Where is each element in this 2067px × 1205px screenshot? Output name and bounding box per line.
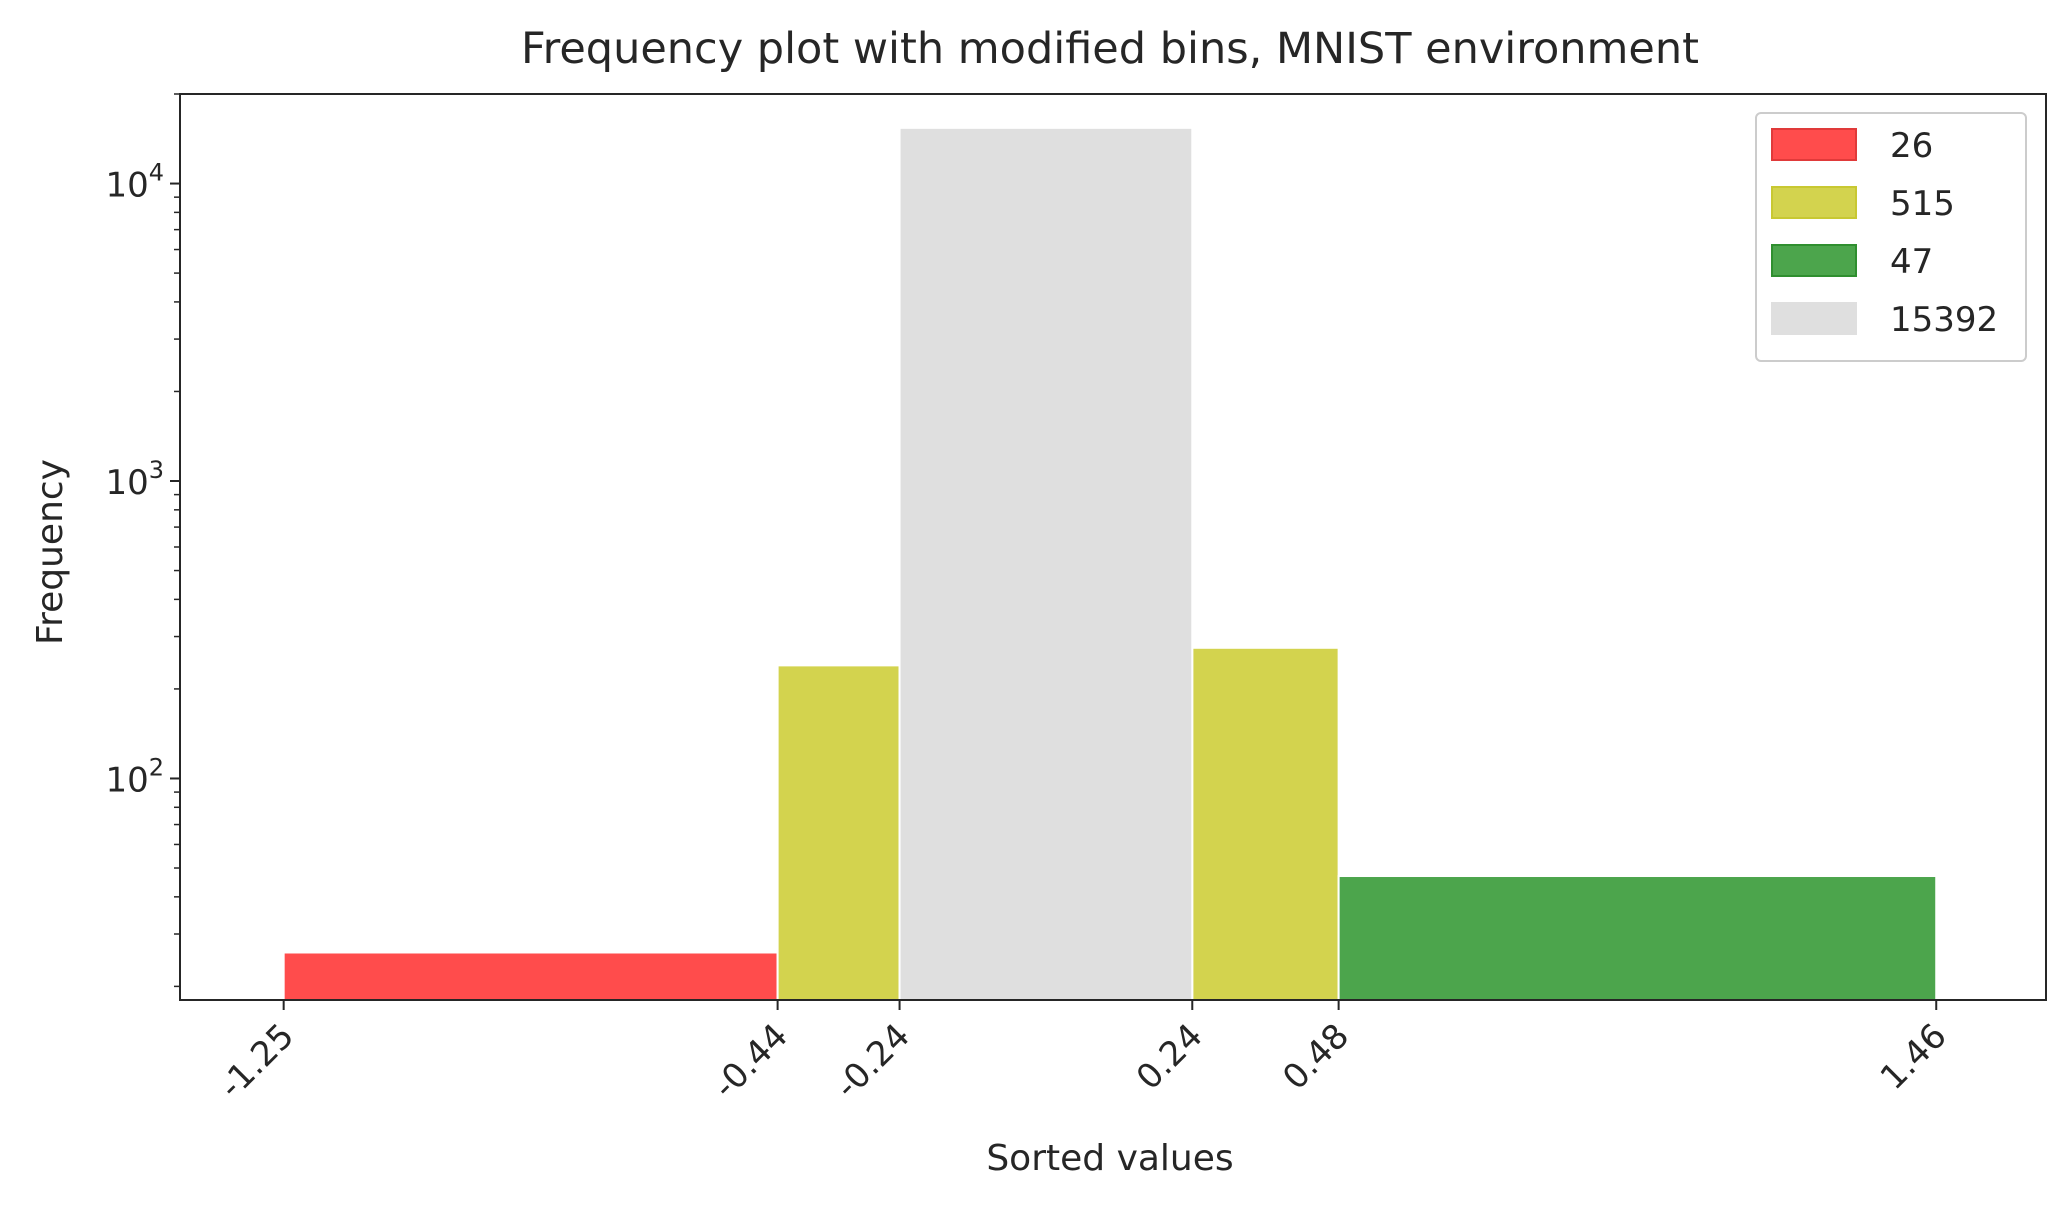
x-tick-label: 0.48 [1275, 1016, 1357, 1098]
bar-series-1-bin-0 [776, 664, 901, 1002]
legend-swatch [1771, 186, 1857, 219]
bar-series-0-bin-0 [282, 951, 779, 1002]
legend-frame [1755, 112, 2027, 362]
x-tick-label: -0.44 [705, 1016, 795, 1106]
x-tick-label: 0.24 [1129, 1016, 1211, 1098]
y-tick-label: 103 [105, 456, 164, 503]
chart-title: Frequency plot with modified bins, MNIST… [521, 24, 1699, 74]
legend-swatch [1771, 244, 1857, 277]
bar-series-1-bin-1 [1191, 646, 1340, 1001]
legend-label: 26 [1890, 126, 1933, 166]
y-axis: 102 103 104 [105, 93, 180, 988]
legend-label: 47 [1890, 242, 1933, 282]
x-tick-label: -0.24 [827, 1016, 917, 1106]
legend-label: 515 [1890, 184, 1955, 224]
bars-layer [282, 126, 1938, 1002]
x-tick-label: -1.25 [212, 1016, 302, 1106]
y-axis-label: Frequency [30, 459, 71, 645]
x-axis: -1.25 -0.44 -0.24 0.24 0.48 1.46 [212, 1000, 1955, 1107]
legend-swatch [1771, 128, 1857, 161]
bar-series-2-bin-0 [1337, 875, 1938, 1001]
x-tick-label: 1.46 [1873, 1016, 1955, 1098]
y-tick-label: 104 [105, 159, 164, 206]
legend-swatch [1771, 302, 1857, 335]
bar-series-3-bin-0 [898, 126, 1194, 1002]
legend-label: 15392 [1890, 300, 1998, 340]
legend: 26 515 47 15392 [1755, 112, 2027, 362]
y-tick-label: 102 [105, 753, 164, 800]
x-axis-label: Sorted values [986, 1138, 1233, 1179]
